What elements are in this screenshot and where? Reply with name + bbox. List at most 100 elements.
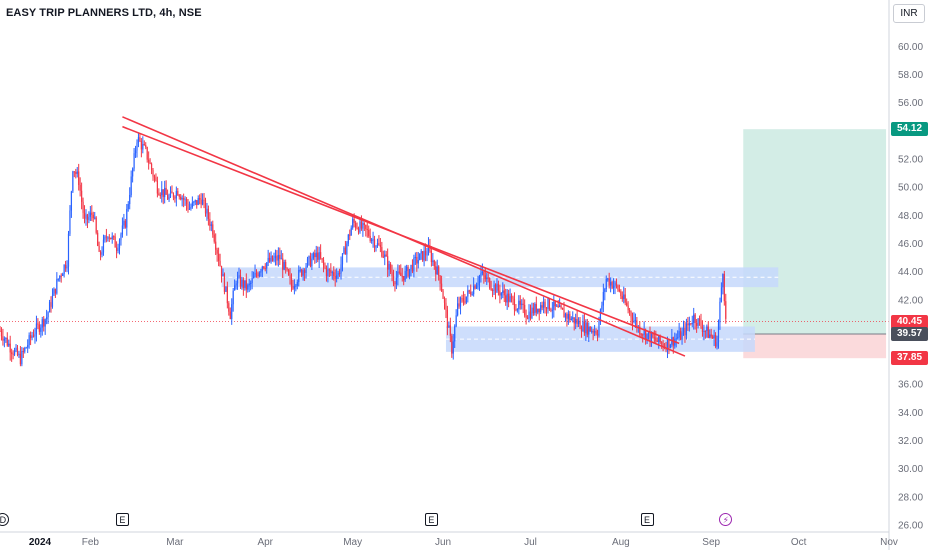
candle-body <box>357 228 360 233</box>
candle-body <box>496 283 498 293</box>
dividend-event-icon[interactable]: D <box>0 513 10 526</box>
candle-body <box>419 253 421 261</box>
candle-body <box>174 197 176 199</box>
candle-body <box>710 334 712 337</box>
candle-body <box>403 276 405 281</box>
candle-body <box>709 334 711 338</box>
candle-body <box>455 315 457 327</box>
candle-body <box>343 247 345 254</box>
candle-body <box>545 307 548 309</box>
candle-body <box>623 294 625 300</box>
candle-body <box>411 264 414 272</box>
candle-body <box>621 296 623 300</box>
candle-body <box>448 325 450 328</box>
candle-body <box>494 284 497 293</box>
candle-body <box>222 273 224 277</box>
candle-body <box>244 280 246 288</box>
candle-body <box>653 337 655 339</box>
candle-body <box>190 207 192 209</box>
candle-body <box>69 210 71 234</box>
candle-body <box>397 271 399 278</box>
long-position-tool[interactable] <box>743 129 887 359</box>
candle-body <box>185 199 188 205</box>
candle-body <box>661 342 663 344</box>
candle-body <box>73 171 75 173</box>
candle-body <box>389 264 392 273</box>
candle-body <box>468 290 470 292</box>
candle-body <box>491 289 494 291</box>
price-tick-label: 60.00 <box>898 42 923 53</box>
earnings-event-icon[interactable]: E <box>115 513 129 526</box>
candle-body <box>360 221 363 229</box>
candle-body <box>659 335 661 343</box>
candle-body <box>149 162 151 164</box>
candle-body <box>669 344 671 348</box>
candle-body <box>500 292 502 296</box>
candle-body <box>477 282 479 286</box>
candle-body <box>113 236 115 238</box>
candle-body <box>356 227 358 229</box>
candle-body <box>239 275 242 287</box>
price-tick-label: 58.00 <box>898 70 923 81</box>
candle-body <box>210 224 212 226</box>
candle-body <box>110 237 112 240</box>
earnings-event-icon[interactable]: E <box>640 513 654 526</box>
currency-button[interactable]: INR <box>893 4 925 23</box>
chart-axes <box>0 0 890 550</box>
candle-body <box>534 303 536 314</box>
candle-body <box>464 301 466 303</box>
candle-body <box>346 243 348 255</box>
candle-body <box>694 314 696 323</box>
earnings-event-icon[interactable]: E <box>424 513 438 526</box>
candle-body <box>241 279 243 287</box>
candle-body <box>91 212 93 215</box>
candle-body <box>371 239 373 241</box>
candle-body <box>258 272 261 277</box>
candle-body <box>647 331 650 334</box>
candle-body <box>627 305 629 311</box>
candle-body <box>35 323 38 335</box>
candle-body <box>50 302 52 307</box>
candle-body <box>461 298 463 300</box>
candle-body <box>266 262 268 269</box>
candle-body <box>626 302 628 306</box>
candle-body <box>432 260 434 263</box>
candle-body <box>443 298 446 303</box>
candle-body <box>458 303 460 307</box>
candle-body <box>633 320 635 323</box>
time-axis[interactable]: 2024 Feb Mar Apr May Jun Jul Aug Sep Oct Nov <box>29 537 898 548</box>
candle-body <box>67 233 70 267</box>
entry-price-badge: 39.57 <box>891 326 928 341</box>
candle-body <box>169 191 172 197</box>
candle-body <box>322 259 325 265</box>
candle-body <box>226 286 228 304</box>
price-tick-label: 34.00 <box>898 408 923 419</box>
price-axis[interactable]: 26.0028.0030.0032.0034.0036.0038.0040.00… <box>898 14 923 532</box>
candle-body <box>257 274 259 277</box>
candle-body <box>232 290 234 305</box>
candle-body <box>350 227 352 236</box>
candle-body <box>261 266 263 272</box>
candle-body <box>628 310 631 312</box>
candle-body <box>475 285 478 289</box>
candle-body <box>218 253 220 261</box>
candle-body <box>287 269 290 275</box>
candle-body <box>452 341 454 354</box>
candle-body <box>655 337 657 341</box>
candle-body <box>566 313 568 319</box>
trendlines[interactable] <box>122 116 686 357</box>
candle-body <box>60 275 62 277</box>
candle-body <box>78 171 80 185</box>
candle-body <box>115 247 118 252</box>
candle-body <box>56 279 58 294</box>
candle-body <box>422 251 424 261</box>
candle-body <box>161 189 163 196</box>
split-event-icon[interactable]: ⚡ <box>719 513 733 526</box>
candle-body <box>365 224 367 230</box>
price-tick-label: 26.00 <box>898 520 923 531</box>
candle-body <box>194 200 196 202</box>
candle-body <box>438 266 440 276</box>
candle-body <box>156 180 158 194</box>
candle-body <box>178 195 180 197</box>
